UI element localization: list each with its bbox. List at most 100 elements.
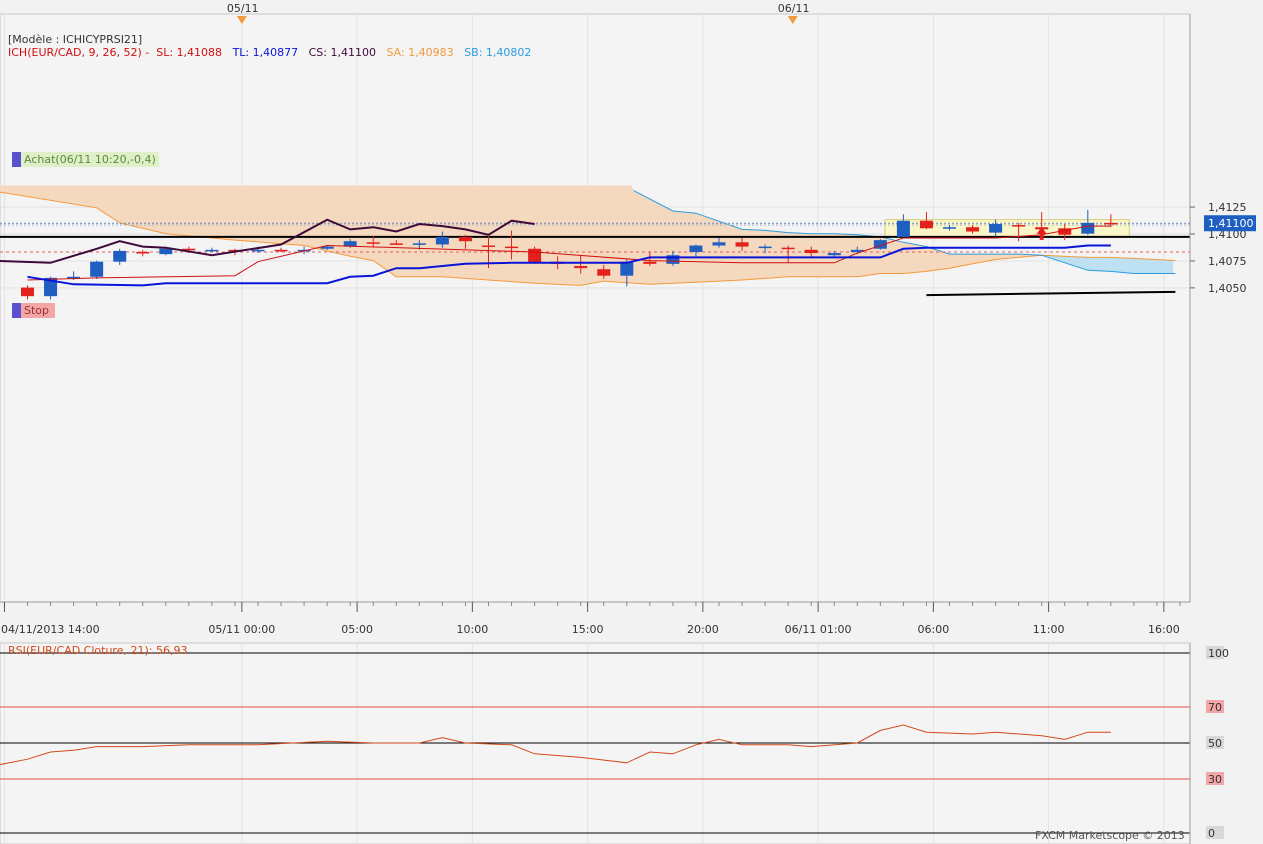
candle-body [689, 245, 703, 252]
markers [1036, 226, 1047, 240]
candle [389, 240, 403, 245]
candle-body [389, 243, 403, 245]
price-panel-background [0, 13, 1191, 603]
rsi-level-badge [1206, 826, 1224, 839]
candle-body [643, 261, 657, 264]
candle-body [1058, 228, 1072, 235]
candle [274, 247, 288, 252]
buy-order-tag[interactable]: Achat(06/11 10:20,-0,4) [12, 152, 159, 167]
candle-body [758, 246, 772, 249]
candle-body [435, 236, 449, 245]
candle-body [873, 240, 887, 249]
candle-body [113, 250, 127, 262]
senkou-span-a-line [0, 191, 1176, 286]
candle [1104, 214, 1118, 228]
candle [943, 225, 956, 231]
time-tick-label: 15:00 [572, 623, 604, 636]
candle-body [274, 249, 288, 252]
time-tick-label: 05/11 00:00 [208, 623, 275, 636]
time-tick-label: 04/11/2013 14:00 [1, 623, 100, 636]
cs-value: CS: 1,41100 [308, 46, 376, 59]
candle [712, 237, 726, 248]
rsi-level-label: 30 [1208, 773, 1222, 786]
candle [735, 237, 749, 251]
rsi-panel: 100 70 50 30 0 [0, 643, 1229, 844]
rsi-line [0, 724, 1111, 766]
candle-body [205, 249, 219, 252]
candle [366, 235, 380, 247]
rsi-level-badge [1206, 772, 1224, 785]
candle [320, 245, 334, 250]
candle [781, 245, 795, 263]
rsi-level-label: 0 [1208, 827, 1215, 840]
time-tick-label: 06/11 01:00 [785, 623, 852, 636]
candle-body [505, 246, 519, 249]
candle-body [666, 255, 680, 264]
price-tick-label: 1,4100 [1208, 228, 1247, 241]
candle-body [850, 249, 864, 252]
axes: 05/11 06/11 1,4125 1,4100 1,4075 1,4050 1,4110… [0, 2, 1256, 636]
candle-body [21, 287, 34, 297]
sa-value: SA: 1,40983 [386, 46, 454, 59]
candle [159, 247, 173, 256]
candle [1081, 209, 1095, 235]
kijun-line [27, 244, 1111, 287]
candle [1058, 223, 1072, 241]
candle [643, 251, 657, 267]
candle-body [44, 277, 58, 297]
candle-body [712, 242, 726, 246]
ich-title: ICH(EUR/CAD, 9, 26, 52) - [8, 46, 150, 59]
candle-body [251, 249, 265, 252]
candle-body [366, 242, 380, 244]
cloud-bullish [1044, 255, 1174, 274]
trend-line [926, 290, 1176, 297]
candle [827, 250, 841, 258]
top-date-label: 06/11 [778, 2, 810, 15]
tl-value: TL: 1,40877 [232, 46, 299, 59]
candle [458, 234, 472, 249]
sb-value: SB: 1,40802 [464, 46, 532, 59]
candle-body [597, 269, 611, 276]
rsi-level-badge [1206, 646, 1224, 659]
candle-body [781, 247, 795, 250]
candle [989, 219, 1003, 237]
cloud-bearish [0, 185, 1042, 286]
time-tick-label: 05:00 [341, 623, 373, 636]
time-tick-label: 20:00 [687, 623, 719, 636]
candle-body [804, 249, 818, 254]
rsi-level-badge [1206, 700, 1224, 713]
candle-body [482, 245, 495, 248]
candle-body [896, 220, 910, 237]
candle [435, 231, 449, 248]
candle-body [90, 261, 104, 277]
indicator-lines [0, 218, 1111, 287]
price-tick-label: 1,4050 [1208, 282, 1247, 295]
candle [896, 214, 910, 237]
stop-order-tag[interactable]: Stop [12, 303, 56, 318]
last-price-badge [1204, 215, 1256, 232]
candle-body [228, 249, 242, 252]
rsi-level-badge [1206, 736, 1224, 749]
candle-body [67, 276, 81, 279]
price-tick-label: 1,4125 [1208, 201, 1247, 214]
chikou-line [0, 218, 535, 264]
candle-body [159, 248, 173, 255]
candle-body [182, 248, 196, 251]
candle-body [735, 242, 749, 247]
candle [90, 260, 104, 279]
last-price-label: 1,41100 [1208, 217, 1254, 230]
candle-body [943, 227, 956, 229]
candle [21, 285, 34, 300]
ichimoku-cloud [0, 185, 1176, 286]
candle [919, 212, 933, 230]
date-marker-icon [236, 16, 247, 24]
candle-body [458, 236, 472, 242]
watermark: FXCM Marketscope © 2013 [1035, 829, 1185, 842]
sl-value: SL: 1,41088 [156, 46, 223, 59]
candle [804, 246, 818, 258]
rsi-level-label: 70 [1208, 701, 1222, 714]
candle-body [528, 248, 542, 263]
candle-body [989, 223, 1003, 233]
time-tick-label: 16:00 [1148, 623, 1180, 636]
